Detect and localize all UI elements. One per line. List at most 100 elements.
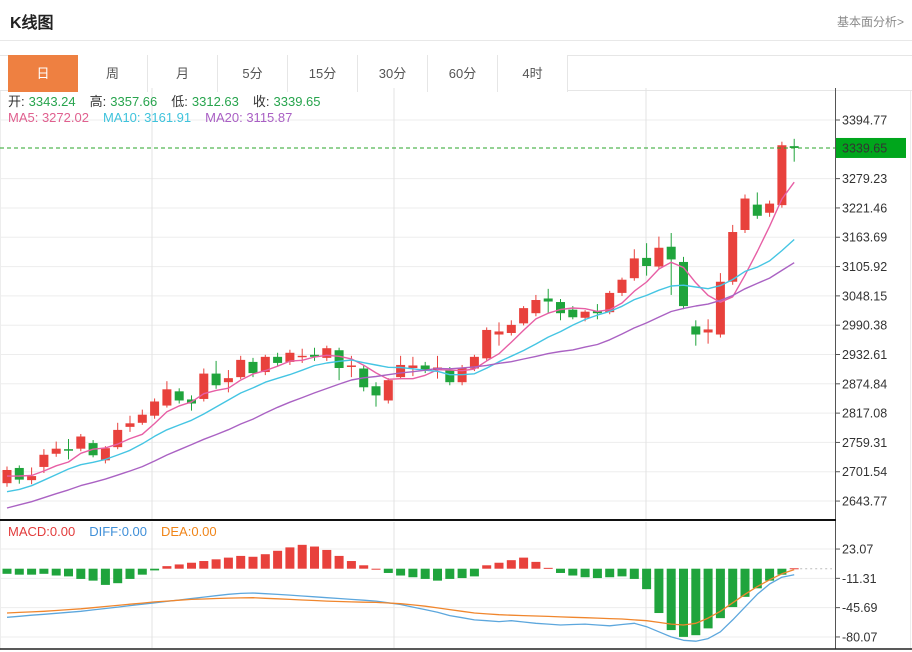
macd-bar [187,562,196,569]
macd-bar [654,568,664,614]
macd-bar [408,568,418,578]
candle [556,302,565,314]
candle [174,391,184,401]
macd-bar [494,562,504,569]
macd-bar [223,557,233,569]
info-label: 低: [171,94,188,109]
grid-layer [0,88,835,648]
price-axis-label: 2990.38 [842,319,887,333]
candle [654,247,664,267]
candle [310,354,319,357]
tab-5min[interactable]: 5分 [218,55,288,92]
macd-bar [543,567,553,569]
macd-bar [568,568,578,576]
tab-15min[interactable]: 15分 [288,55,358,92]
candle [371,386,381,396]
macd-bar [322,549,332,569]
macd-bar [211,559,221,569]
macd-bar [310,546,319,569]
candle [506,324,516,333]
macd-bar [605,568,615,578]
current-price-tag-text: 3339.65 [842,141,887,155]
macd-bar [2,568,12,574]
tab-4hour[interactable]: 4时 [498,55,568,92]
macd-bar [346,561,356,569]
widget-header: K线图 基本面分析> [0,0,912,41]
candle [334,350,344,369]
ma-item: MA20: 3115.87 [205,110,293,125]
tab-week[interactable]: 周 [78,55,148,92]
info-label: 高: [89,94,107,109]
macd-bar [383,568,393,573]
candle [666,246,676,260]
current-price-layer: 3339.65 [0,137,906,158]
candle [642,257,652,267]
candle [223,378,233,383]
candle [100,448,110,461]
ohlc-info: 开: 3343.24 高: 3357.66 低: 3312.63 收: 3339.65 [8,91,335,110]
fundamental-analysis-link[interactable]: 基本面分析> [836,15,904,29]
candle [679,261,688,307]
price-axis-label: 2643.77 [842,495,887,509]
info-value: 3357.66 [110,94,158,109]
candle [260,356,270,373]
macd-bar [740,568,750,597]
price-axis-label: 3163.69 [842,231,887,245]
candle [752,204,762,216]
candle [383,380,393,401]
macd-bar [359,565,369,569]
macd-bar [728,568,738,608]
macd-bar [580,568,590,578]
ma-item: MA5: 3272.02 [8,110,89,125]
candle [469,356,479,369]
macd-bar [260,554,270,569]
price-axis-label: 3394.77 [842,114,887,128]
period-tabbar: 日周月 5分 15分 30分 60分 4时 [0,55,912,92]
macd-bar [457,568,467,579]
candle [211,373,221,386]
macd-bar [64,568,73,577]
macd-bar [27,568,37,575]
price-axis-label: 2817.08 [842,407,887,421]
macd-item: DEA:0.00 [161,524,217,539]
candle [703,329,713,333]
macd-bar [150,568,160,571]
candle [14,467,24,480]
info-value: 3312.63 [191,94,239,109]
candle [715,281,725,335]
macd-bar [519,557,529,569]
candle [64,449,73,451]
candle [765,203,775,213]
tab-day[interactable]: 日 [8,55,78,92]
candle [420,365,430,371]
macd-bar [88,568,98,581]
macd-bar [531,561,541,569]
candle [580,311,590,318]
candle [51,448,61,454]
macd-bar [556,568,565,573]
macd-bar [752,568,762,589]
macd-bar [76,568,86,579]
price-axis-label: 2759.31 [842,436,887,450]
price-axis-label: 3221.46 [842,201,887,215]
candle [273,356,283,363]
ma-item: MA10: 3161.91 [102,110,192,125]
candle [445,370,455,383]
diff-line [6,574,795,642]
macd-bar [371,568,381,570]
macd-info: MACD:0.00 DIFF:0.00 DEA:0.00 [8,524,231,539]
info-value: 3343.24 [28,94,76,109]
candle [297,355,307,358]
macd-bar [765,568,775,581]
price-axis-label: 3105.92 [842,260,887,274]
tab-60min[interactable]: 60分 [428,55,498,92]
info-label: 开: [8,94,25,109]
candle [740,198,750,230]
tab-month[interactable]: 月 [148,55,218,92]
macd-bar [469,568,479,577]
macd-bar [334,555,344,569]
price-axis-label: 2874.84 [842,377,887,391]
candle [27,476,37,481]
tab-30min[interactable]: 30分 [358,55,428,92]
